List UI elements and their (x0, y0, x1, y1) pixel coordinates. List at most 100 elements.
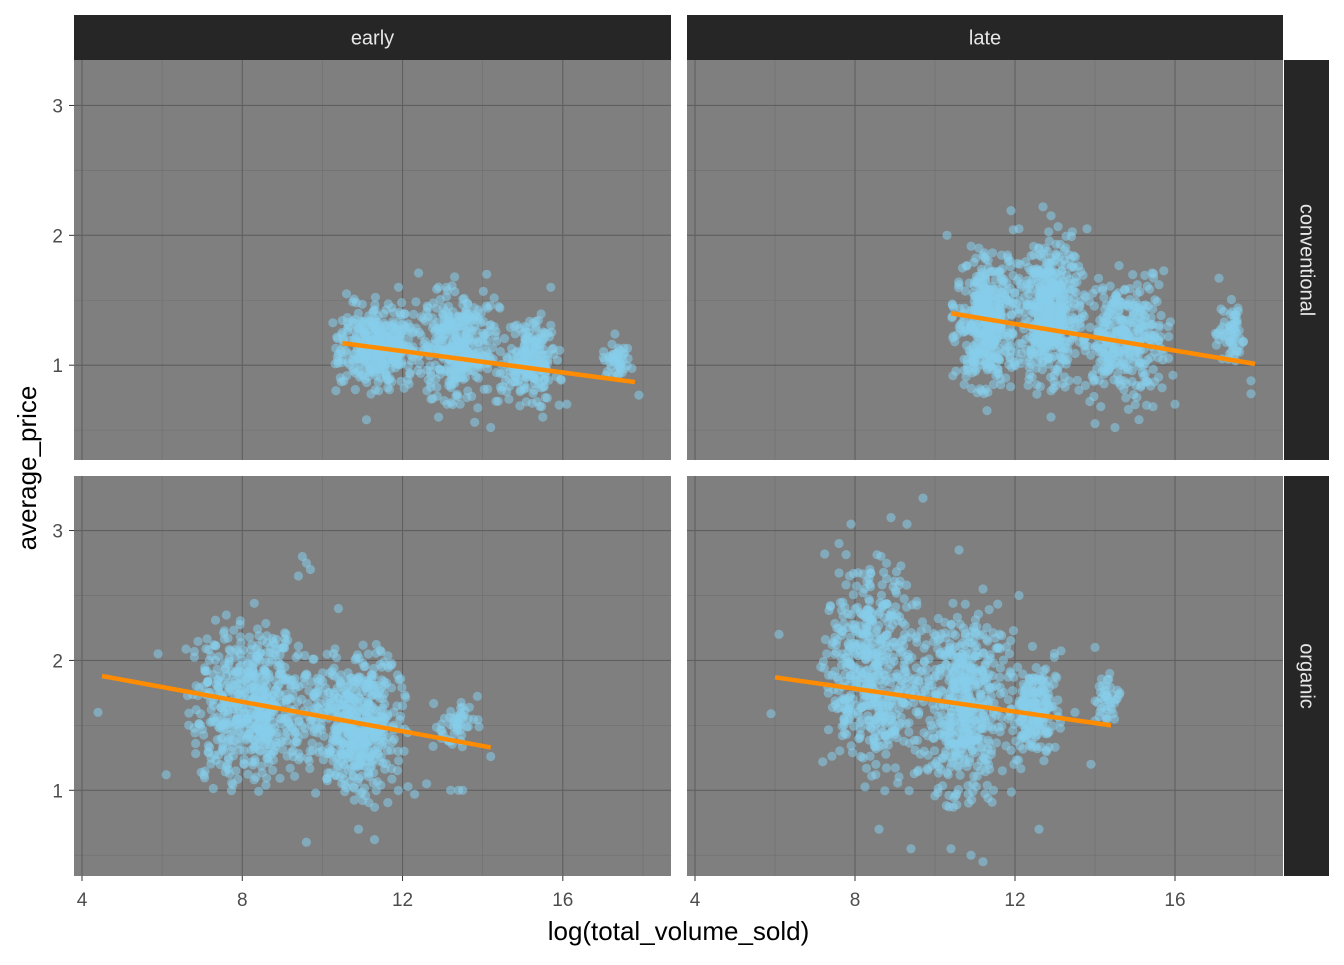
data-point (960, 640, 970, 650)
data-point (370, 745, 380, 755)
data-point (849, 663, 860, 673)
data-point (279, 714, 289, 725)
data-point (1099, 369, 1109, 379)
data-point (547, 344, 557, 355)
data-point (1063, 284, 1073, 294)
data-point (363, 699, 373, 709)
data-point (850, 604, 860, 614)
data-point (1029, 267, 1039, 277)
data-point (861, 763, 872, 773)
data-point (825, 602, 836, 612)
data-point (208, 700, 218, 711)
data-point (374, 386, 384, 396)
data-point (435, 342, 446, 353)
data-point (914, 675, 924, 685)
data-point (1148, 320, 1158, 330)
data-point (827, 751, 837, 761)
data-point (874, 824, 884, 834)
data-point (940, 649, 951, 659)
data-point (304, 756, 314, 766)
data-point (313, 702, 323, 713)
data-point (428, 298, 438, 308)
data-point (1043, 339, 1053, 349)
data-point (1090, 642, 1100, 653)
data-point (999, 687, 1009, 698)
data-point (428, 741, 438, 752)
data-point (509, 321, 520, 331)
data-point (293, 571, 303, 581)
data-point (369, 835, 380, 845)
data-point (1053, 315, 1063, 325)
data-point (257, 768, 267, 778)
data-point (442, 282, 452, 292)
data-point (395, 307, 405, 317)
data-point (301, 837, 311, 847)
data-point (1025, 701, 1035, 711)
data-point (833, 675, 844, 685)
data-point (454, 785, 464, 795)
data-point (441, 329, 451, 339)
data-point (891, 642, 901, 652)
data-point (351, 331, 362, 341)
data-point (946, 724, 956, 734)
data-point (495, 368, 505, 378)
data-point (348, 771, 358, 781)
data-point (1031, 663, 1041, 673)
data-point (268, 765, 278, 776)
data-point (1039, 756, 1049, 766)
data-point (393, 785, 403, 796)
data-point (262, 710, 272, 720)
data-point (1037, 358, 1047, 368)
data-point (394, 756, 404, 766)
data-point (1046, 412, 1056, 422)
data-point (254, 786, 264, 797)
data-point (1062, 270, 1072, 280)
data-point (985, 764, 995, 774)
data-point (153, 649, 163, 659)
data-point (194, 719, 204, 729)
data-point (474, 722, 484, 732)
data-point (952, 800, 962, 810)
data-point (214, 652, 224, 662)
data-point (878, 707, 889, 718)
data-point (957, 649, 967, 659)
data-point (1056, 646, 1066, 656)
data-point (523, 333, 533, 343)
data-point (982, 634, 992, 644)
data-point (947, 668, 958, 678)
data-point (307, 738, 317, 748)
data-point (873, 609, 884, 619)
data-point (1003, 253, 1013, 263)
data-point (446, 380, 456, 390)
data-point (838, 649, 848, 659)
data-point (1135, 358, 1145, 368)
data-point (993, 599, 1003, 609)
data-point (969, 358, 979, 368)
data-point (904, 727, 914, 737)
y-tick-label: 2 (52, 651, 63, 672)
x-axis-title: log(total_volume_sold) (548, 916, 810, 946)
data-point (634, 390, 644, 400)
data-point (963, 781, 973, 791)
data-point (943, 770, 953, 780)
data-point (212, 712, 222, 722)
data-point (434, 333, 444, 343)
data-point (395, 715, 405, 725)
data-point (404, 379, 414, 389)
data-point (491, 396, 501, 406)
data-point (504, 394, 514, 404)
data-point (324, 705, 334, 715)
data-point (623, 353, 633, 364)
data-point (209, 640, 219, 650)
data-point (381, 738, 391, 749)
y-tick-label: 1 (52, 781, 63, 802)
data-point (1148, 402, 1158, 412)
data-point (264, 758, 274, 768)
data-point (1016, 764, 1026, 774)
data-point (422, 365, 432, 375)
data-point (1042, 246, 1052, 256)
data-point (1036, 681, 1047, 692)
data-point (954, 280, 964, 290)
data-point (296, 694, 307, 705)
data-point (403, 782, 413, 792)
